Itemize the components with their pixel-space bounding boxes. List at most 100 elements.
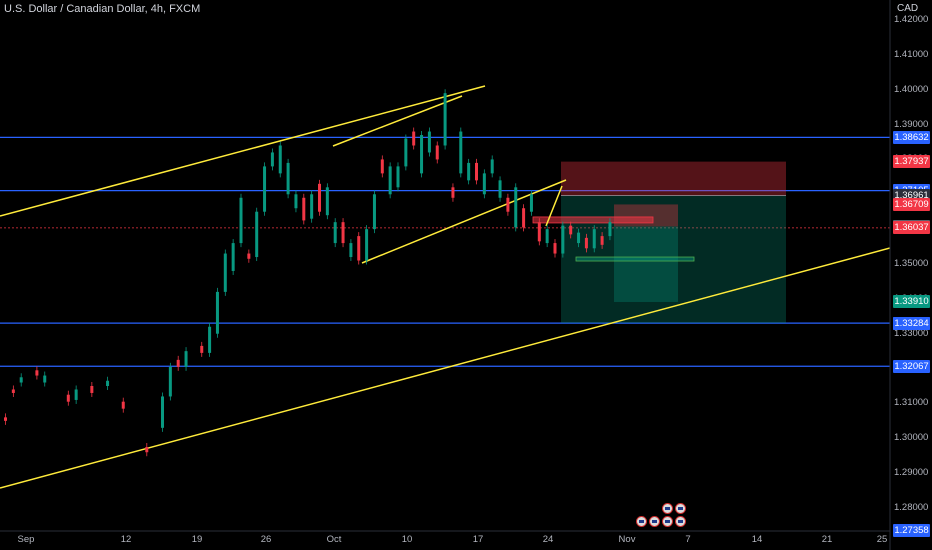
up-candle <box>19 377 23 383</box>
price-axis-label: 1.33000 <box>894 327 929 339</box>
up-candle <box>231 243 235 271</box>
price-axis-label: 1.35000 <box>894 257 929 269</box>
up-candle <box>184 351 188 367</box>
currency-label: CAD <box>897 3 919 14</box>
up-candle <box>365 229 369 261</box>
up-candle <box>459 131 463 174</box>
time-axis-label: 21 <box>821 534 833 545</box>
down-candle <box>522 208 526 228</box>
price-tag[interactable]: 1.33284 <box>893 317 930 331</box>
down-candle <box>200 345 204 353</box>
time-axis-label: 14 <box>751 534 763 545</box>
us-flag-icon[interactable] <box>649 516 660 527</box>
down-candle <box>475 162 478 181</box>
up-candle <box>74 389 78 400</box>
take-profit-zone-2[interactable] <box>614 226 678 302</box>
price-tag[interactable]: 1.36037 <box>893 221 930 235</box>
up-candle <box>561 225 565 254</box>
trend-line[interactable] <box>545 185 563 227</box>
horizontal-levels[interactable] <box>0 136 890 367</box>
price-axis-label: 1.39000 <box>894 118 929 130</box>
up-candle <box>333 222 337 244</box>
trend-line[interactable] <box>361 179 567 264</box>
up-candle <box>388 166 392 195</box>
trend-lines[interactable] <box>0 85 891 489</box>
up-candle <box>529 194 533 212</box>
down-candle <box>537 222 541 242</box>
time-axis-label: 19 <box>191 534 203 545</box>
symbol-title: U.S. Dollar / Canadian Dollar, 4h, FXCM <box>4 3 201 15</box>
down-candle <box>121 401 125 409</box>
stop-loss-zone[interactable] <box>561 161 786 196</box>
price-tag[interactable]: 1.32067 <box>893 359 930 373</box>
time-axis-label: 7 <box>685 534 691 545</box>
time-axis-label: Sep <box>17 534 35 545</box>
time-axis-label: 10 <box>401 534 413 545</box>
up-candle <box>427 131 431 153</box>
up-candle <box>223 253 227 292</box>
trend-line[interactable] <box>0 85 486 217</box>
us-flag-icon[interactable] <box>636 516 647 527</box>
up-candle <box>43 375 47 383</box>
trend-line[interactable] <box>332 95 463 147</box>
down-candle <box>11 389 15 393</box>
down-candle <box>247 253 251 259</box>
time-axis-label: 25 <box>876 534 888 545</box>
up-candle <box>215 291 219 334</box>
up-candle <box>404 138 408 167</box>
time-axis-label: 12 <box>120 534 132 545</box>
up-candle <box>263 166 267 212</box>
us-flag-icon[interactable] <box>675 503 686 514</box>
price-axis-label: 1.31000 <box>894 397 929 409</box>
down-candle <box>35 370 39 376</box>
up-candle <box>545 229 549 244</box>
up-candle <box>592 229 596 249</box>
price-axis-label: 1.40000 <box>894 83 929 95</box>
up-candle <box>608 222 612 237</box>
down-candle <box>553 243 557 254</box>
resistance-box[interactable] <box>532 216 654 224</box>
up-candle <box>286 162 290 195</box>
price-axis-label: 1.28000 <box>894 501 929 513</box>
up-candle <box>467 162 471 181</box>
price-tag[interactable]: 1.37937 <box>893 155 930 169</box>
up-candle <box>310 194 314 219</box>
up-candle <box>420 135 424 174</box>
position-zones[interactable] <box>532 161 786 324</box>
down-candle <box>4 417 7 421</box>
up-candle <box>168 366 172 397</box>
down-candle <box>569 225 573 235</box>
up-candle <box>372 194 376 230</box>
time-axis-label: 17 <box>472 534 484 545</box>
price-tag[interactable]: 1.33910 <box>893 295 930 309</box>
down-candle <box>66 394 70 402</box>
us-flag-icon[interactable] <box>662 503 673 514</box>
price-axis-label: 1.42000 <box>894 14 929 25</box>
down-candle <box>176 359 180 367</box>
down-candle <box>584 237 588 249</box>
down-candle <box>302 197 306 221</box>
support-box[interactable] <box>575 256 695 262</box>
trend-line[interactable] <box>0 247 891 489</box>
price-tag[interactable]: 1.27358 <box>893 523 930 537</box>
down-candle <box>451 187 455 198</box>
down-candle <box>318 183 321 212</box>
up-candle <box>270 152 274 167</box>
candles <box>4 89 612 457</box>
time-axis-label: Nov <box>618 534 636 545</box>
price-tag[interactable]: 1.38632 <box>893 130 930 144</box>
up-candle <box>396 166 400 188</box>
time-axis-label: 26 <box>260 534 272 545</box>
up-candle <box>325 187 329 216</box>
time-axis-label: 24 <box>542 534 554 545</box>
up-candle <box>255 211 259 258</box>
down-candle <box>145 446 149 453</box>
price-axis-label: 1.30000 <box>894 432 929 444</box>
down-candle <box>506 197 510 212</box>
down-candle <box>357 236 361 261</box>
us-flag-icon[interactable] <box>675 516 686 527</box>
time-axis-label: Oct <box>326 534 342 545</box>
price-tag[interactable]: 1.36709 <box>893 197 930 211</box>
us-flag-icon[interactable] <box>662 516 673 527</box>
